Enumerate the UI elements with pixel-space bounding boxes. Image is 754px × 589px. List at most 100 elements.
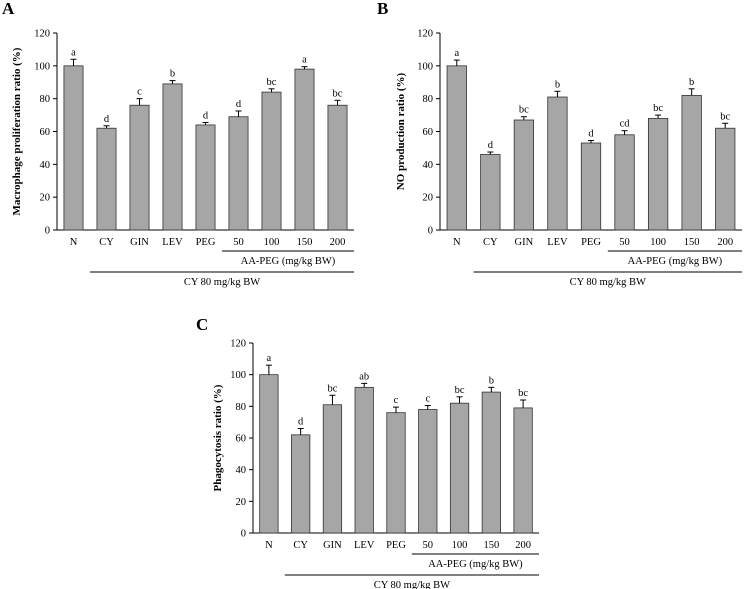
bar [513, 407, 533, 534]
significance-letter: d [236, 99, 242, 110]
significance-letter: bc [720, 111, 730, 122]
significance-letter: b [689, 77, 694, 88]
bar [580, 142, 602, 231]
bar [327, 104, 348, 231]
y-axis-label: NO production ratio (%) [395, 72, 407, 190]
bar [129, 104, 150, 231]
x-tick-label: 150 [684, 237, 700, 248]
x-tick-label: GIN [130, 237, 149, 248]
significance-letter: bc [267, 77, 277, 88]
significance-letter: d [203, 110, 209, 121]
bar [294, 68, 315, 231]
group-label: AA-PEG (mg/kg BW) [428, 559, 523, 570]
group-label: CY 80 mg/kg BW [184, 277, 260, 288]
bar [715, 127, 736, 231]
y-tick-label: 40 [40, 160, 51, 171]
y-tick-label: 20 [40, 193, 51, 204]
group-label: CY 80 mg/kg BW [570, 277, 646, 288]
significance-letter: a [302, 55, 307, 66]
x-tick-label: 50 [619, 237, 630, 248]
x-tick-label: 200 [717, 237, 733, 248]
bar [259, 374, 279, 534]
significance-letter: bc [653, 103, 663, 114]
x-tick-label: 200 [515, 540, 531, 551]
significance-letter: d [488, 140, 494, 151]
bar [322, 404, 343, 534]
significance-letter: ab [359, 371, 369, 382]
chart-panel-c: C 0 20 40 60 80 100 120 Phagocytosis ratio (%) a N… [196, 315, 539, 589]
x-tick-label: LEV [354, 540, 375, 551]
y-tick-label: 0 [45, 226, 50, 237]
significance-letter: c [425, 394, 430, 405]
significance-letter: bc [519, 105, 529, 116]
y-tick-label: 60 [423, 127, 434, 138]
x-tick-label: PEG [386, 540, 406, 551]
bar [96, 127, 117, 231]
x-tick-label: CY [99, 237, 114, 248]
significance-letter: b [170, 69, 175, 80]
y-tick-label: 60 [236, 434, 247, 445]
panel-letter: C [196, 315, 208, 334]
panel-letter: B [377, 0, 388, 18]
bar [195, 124, 216, 231]
significance-letter: bc [333, 88, 343, 99]
y-tick-label: 40 [236, 465, 247, 476]
significance-letter: d [104, 114, 110, 125]
y-tick-label: 100 [34, 61, 50, 72]
y-tick-label: 80 [236, 402, 247, 413]
group-label: AA-PEG (mg/kg BW) [241, 256, 336, 267]
bar [261, 91, 282, 231]
bar [480, 154, 501, 231]
bar [647, 117, 669, 231]
x-tick-label: 150 [483, 540, 499, 551]
x-tick-label: 200 [330, 237, 346, 248]
x-tick-label: N [453, 237, 461, 248]
x-tick-label: N [70, 237, 78, 248]
x-tick-label: 100 [264, 237, 280, 248]
bar [446, 65, 467, 231]
y-tick-label: 60 [40, 127, 51, 138]
bar [162, 83, 183, 231]
significance-letter: a [454, 48, 459, 59]
y-tick-label: 20 [236, 497, 247, 508]
bar [418, 409, 438, 534]
x-tick-label: PEG [196, 237, 216, 248]
y-tick-label: 80 [40, 94, 51, 105]
bar [449, 402, 470, 534]
y-tick-label: 0 [241, 529, 246, 540]
y-tick-label: 100 [230, 370, 246, 381]
chart-panel-b: B 0 20 40 60 80 100 120 NO production ratio (%) a… [377, 0, 742, 288]
significance-letter: c [394, 395, 399, 406]
x-tick-label: 50 [233, 237, 244, 248]
x-tick-label: 100 [650, 237, 666, 248]
bar [681, 94, 702, 231]
bar [386, 412, 406, 534]
x-tick-label: PEG [581, 237, 601, 248]
significance-letter: bc [455, 385, 465, 396]
x-tick-label: LEV [162, 237, 183, 248]
significance-letter: bc [518, 388, 528, 399]
y-tick-label: 80 [423, 94, 434, 105]
bar [614, 134, 635, 231]
group-label: AA-PEG (mg/kg BW) [628, 256, 723, 267]
y-tick-label: 20 [423, 193, 434, 204]
x-tick-label: CY [293, 540, 308, 551]
significance-letter: c [137, 87, 142, 98]
significance-letter: a [71, 47, 76, 58]
significance-letter: d [298, 417, 304, 428]
y-tick-label: 120 [230, 339, 246, 350]
y-tick-label: 0 [428, 226, 433, 237]
bar [547, 96, 568, 231]
bar [354, 386, 374, 534]
x-tick-label: 150 [297, 237, 313, 248]
x-tick-label: GIN [515, 237, 534, 248]
group-label: CY 80 mg/kg BW [374, 580, 450, 589]
bar [228, 116, 249, 231]
y-tick-label: 100 [417, 61, 433, 72]
significance-letter: a [267, 353, 272, 364]
x-tick-label: N [265, 540, 273, 551]
chart-panel-a: A 0 20 40 60 80 100 120 Macrophage proliferation… [2, 0, 354, 288]
y-tick-label: 40 [423, 160, 434, 171]
significance-letter: d [588, 129, 594, 140]
x-tick-label: CY [483, 237, 498, 248]
